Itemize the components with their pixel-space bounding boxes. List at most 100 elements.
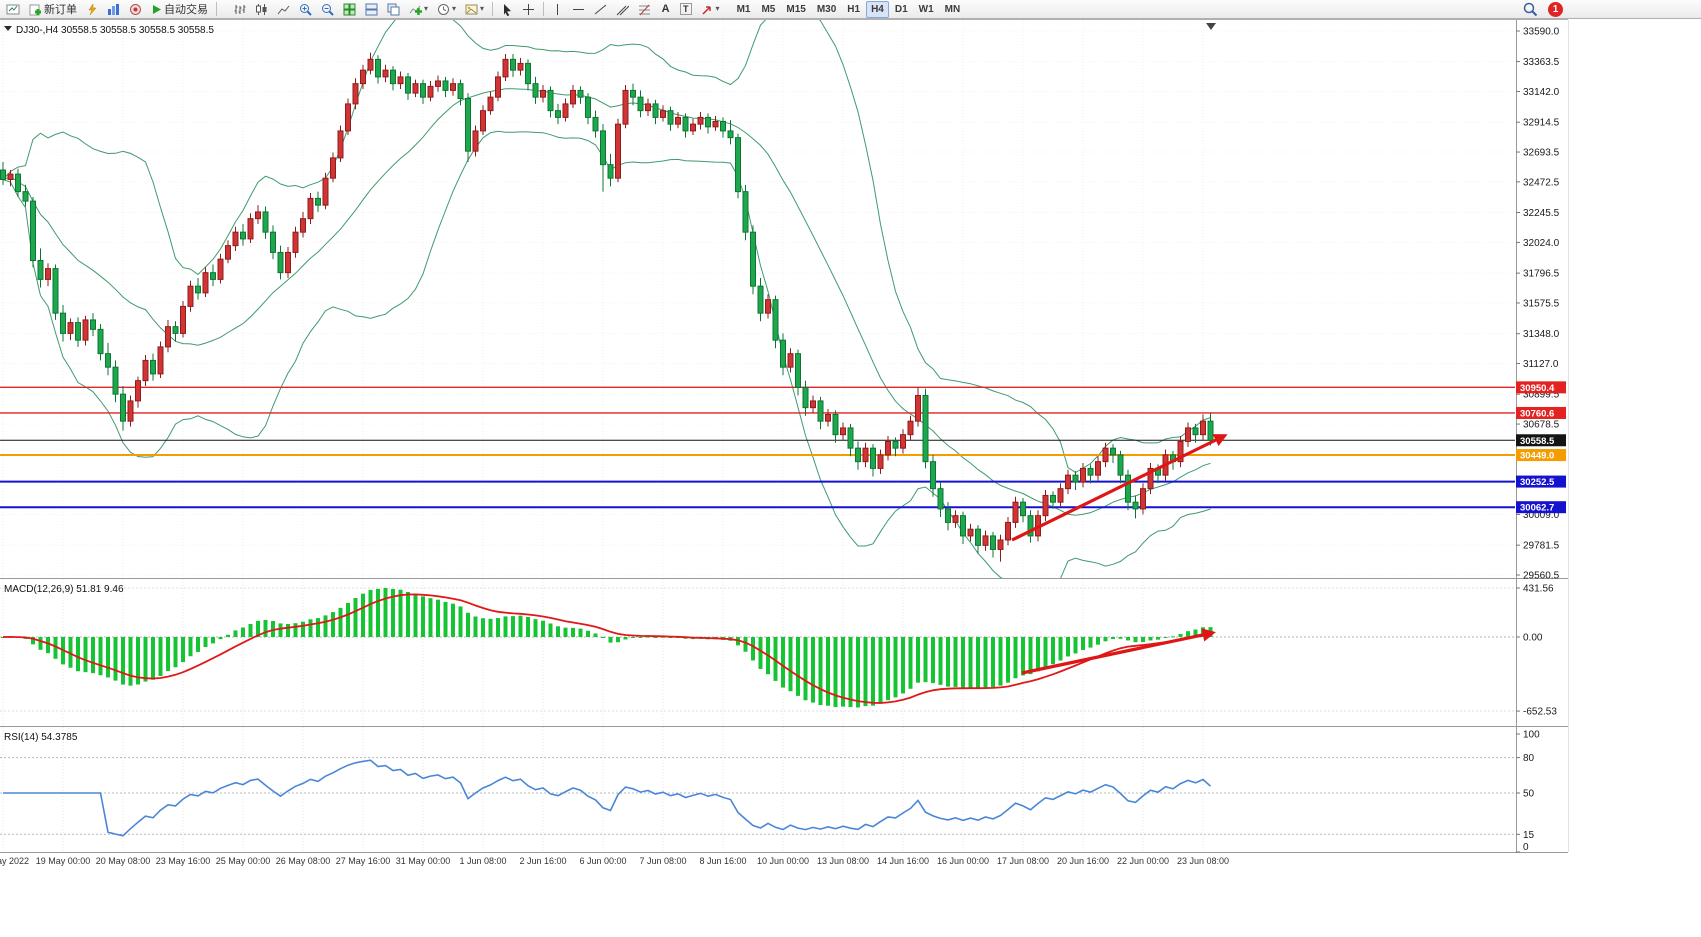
new-order-button[interactable]: 新订单 [25, 1, 81, 18]
vertical-line-button[interactable] [548, 1, 567, 18]
price-tag-label: 30062.7 [1520, 503, 1554, 514]
timeframe-m15-button[interactable]: M15 [781, 1, 810, 18]
candle [667, 110, 674, 125]
bar-chart-button[interactable] [229, 1, 250, 18]
cascade-windows-button[interactable] [383, 1, 404, 18]
candle [307, 197, 314, 220]
notification-badge[interactable]: 1 [1548, 1, 1563, 17]
macd-histogram-bar [593, 633, 598, 637]
macd-histogram-bar [83, 637, 88, 673]
autotrading-button[interactable]: 自动交易 [147, 1, 212, 18]
macd-histogram-bar [166, 637, 170, 672]
macd-histogram-bar [571, 627, 575, 637]
objects-expand-icon[interactable] [4, 26, 12, 31]
cursor-button[interactable] [497, 1, 517, 18]
macd-histogram-bar [406, 591, 410, 637]
macd-histogram-bar [556, 626, 560, 637]
zoom-out-button[interactable] [317, 1, 338, 18]
one-click-trading-button[interactable] [82, 1, 102, 18]
periods-button[interactable]: ▾ [433, 1, 460, 18]
rsi-axis-label: 80 [1523, 753, 1535, 764]
macd-histogram-bar [443, 601, 448, 637]
macd-histogram-bar [458, 606, 463, 637]
arrows-button[interactable]: ▾ [697, 1, 724, 18]
candle [555, 110, 561, 118]
macd-histogram-bar [1133, 637, 1138, 643]
equidistant-channel-button[interactable] [612, 1, 633, 18]
profiles-button[interactable] [2, 1, 24, 18]
standard-toolbar-group: 新订单 自动交易 [2, 1, 212, 18]
macd-histogram-bar [1141, 637, 1145, 643]
rsi-axis-label: 0 [1523, 842, 1529, 853]
tile-horizontal-button[interactable] [361, 1, 382, 18]
macd-histogram-bar [436, 599, 440, 637]
candle [442, 80, 449, 91]
timeframe-m1-button[interactable]: M1 [732, 1, 756, 18]
timeframe-h1-button[interactable]: H1 [842, 1, 865, 18]
macd-histogram-bar [1111, 637, 1115, 640]
timeframe-h4-button[interactable]: H4 [866, 0, 889, 18]
zoom-in-button[interactable] [295, 1, 316, 18]
candle [817, 400, 824, 422]
candle [585, 96, 591, 118]
macd-histogram-bar [646, 636, 650, 638]
toolbar: 新订单 自动交易 [0, 0, 1701, 19]
macd-histogram-bar [53, 637, 58, 659]
candle [322, 177, 329, 206]
indicators-button[interactable]: ▾ [405, 1, 432, 18]
candle [1072, 474, 1079, 483]
candlestick-chart-button[interactable] [251, 1, 272, 18]
macd-histogram-bar [353, 598, 358, 637]
macd-axis-label: -652.53 [1523, 707, 1557, 718]
market-watch-button[interactable] [103, 1, 124, 18]
candle [525, 62, 531, 85]
time-axis-label: 31 May 00:00 [396, 856, 451, 866]
text-tool-glyph: A [661, 3, 670, 15]
timeframe-m5-button[interactable]: M5 [756, 1, 780, 18]
search-button[interactable] [1519, 1, 1542, 18]
candle [660, 110, 666, 118]
trend-arrow-macd[interactable] [1021, 628, 1216, 675]
macd-histogram-bar [1006, 637, 1010, 683]
macd-histogram-bar [1058, 637, 1063, 661]
candle [67, 322, 74, 334]
macd-histogram-bar [1171, 636, 1175, 638]
trend-arrow-main[interactable] [1011, 434, 1228, 542]
macd-histogram-bar [136, 637, 140, 685]
candle [930, 461, 936, 490]
price-tag [1516, 381, 1566, 394]
trendline-button[interactable] [590, 1, 611, 18]
timeframe-w1-button[interactable]: W1 [914, 1, 939, 18]
tile-windows-button[interactable] [339, 1, 360, 18]
candle [1027, 515, 1034, 537]
chart-shift-marker[interactable] [1206, 23, 1216, 30]
macd-histogram-bar [878, 637, 883, 704]
text-label-button[interactable]: T [676, 1, 696, 18]
macd-histogram-bar [848, 637, 853, 708]
horizontal-line-button[interactable] [568, 1, 589, 18]
data-window-button[interactable] [125, 1, 146, 18]
candle [540, 89, 546, 98]
macd-histogram-bar [421, 596, 425, 637]
macd-histogram-bar [901, 637, 905, 694]
macd-histogram-bar [638, 637, 643, 638]
timeframe-d1-button[interactable]: D1 [890, 1, 913, 18]
timeframe-m30-button[interactable]: M30 [812, 1, 841, 18]
fibonacci-button[interactable] [634, 1, 655, 18]
templates-button[interactable]: ▾ [461, 1, 488, 18]
candle [847, 427, 854, 449]
line-chart-button[interactable] [273, 1, 294, 18]
text-button[interactable]: A [656, 1, 675, 18]
macd-histogram-bar [533, 619, 538, 637]
crosshair-button[interactable] [518, 1, 539, 18]
candle [262, 211, 269, 233]
macd-histogram-bar [1186, 631, 1190, 637]
timeframe-mn-button[interactable]: MN [940, 1, 966, 18]
candle [975, 528, 981, 546]
price-tag-label: 30950.4 [1520, 383, 1555, 394]
candle [1207, 420, 1214, 441]
candle [427, 85, 434, 98]
macd-histogram-bar [953, 637, 958, 687]
macd-histogram-bar [931, 637, 935, 684]
